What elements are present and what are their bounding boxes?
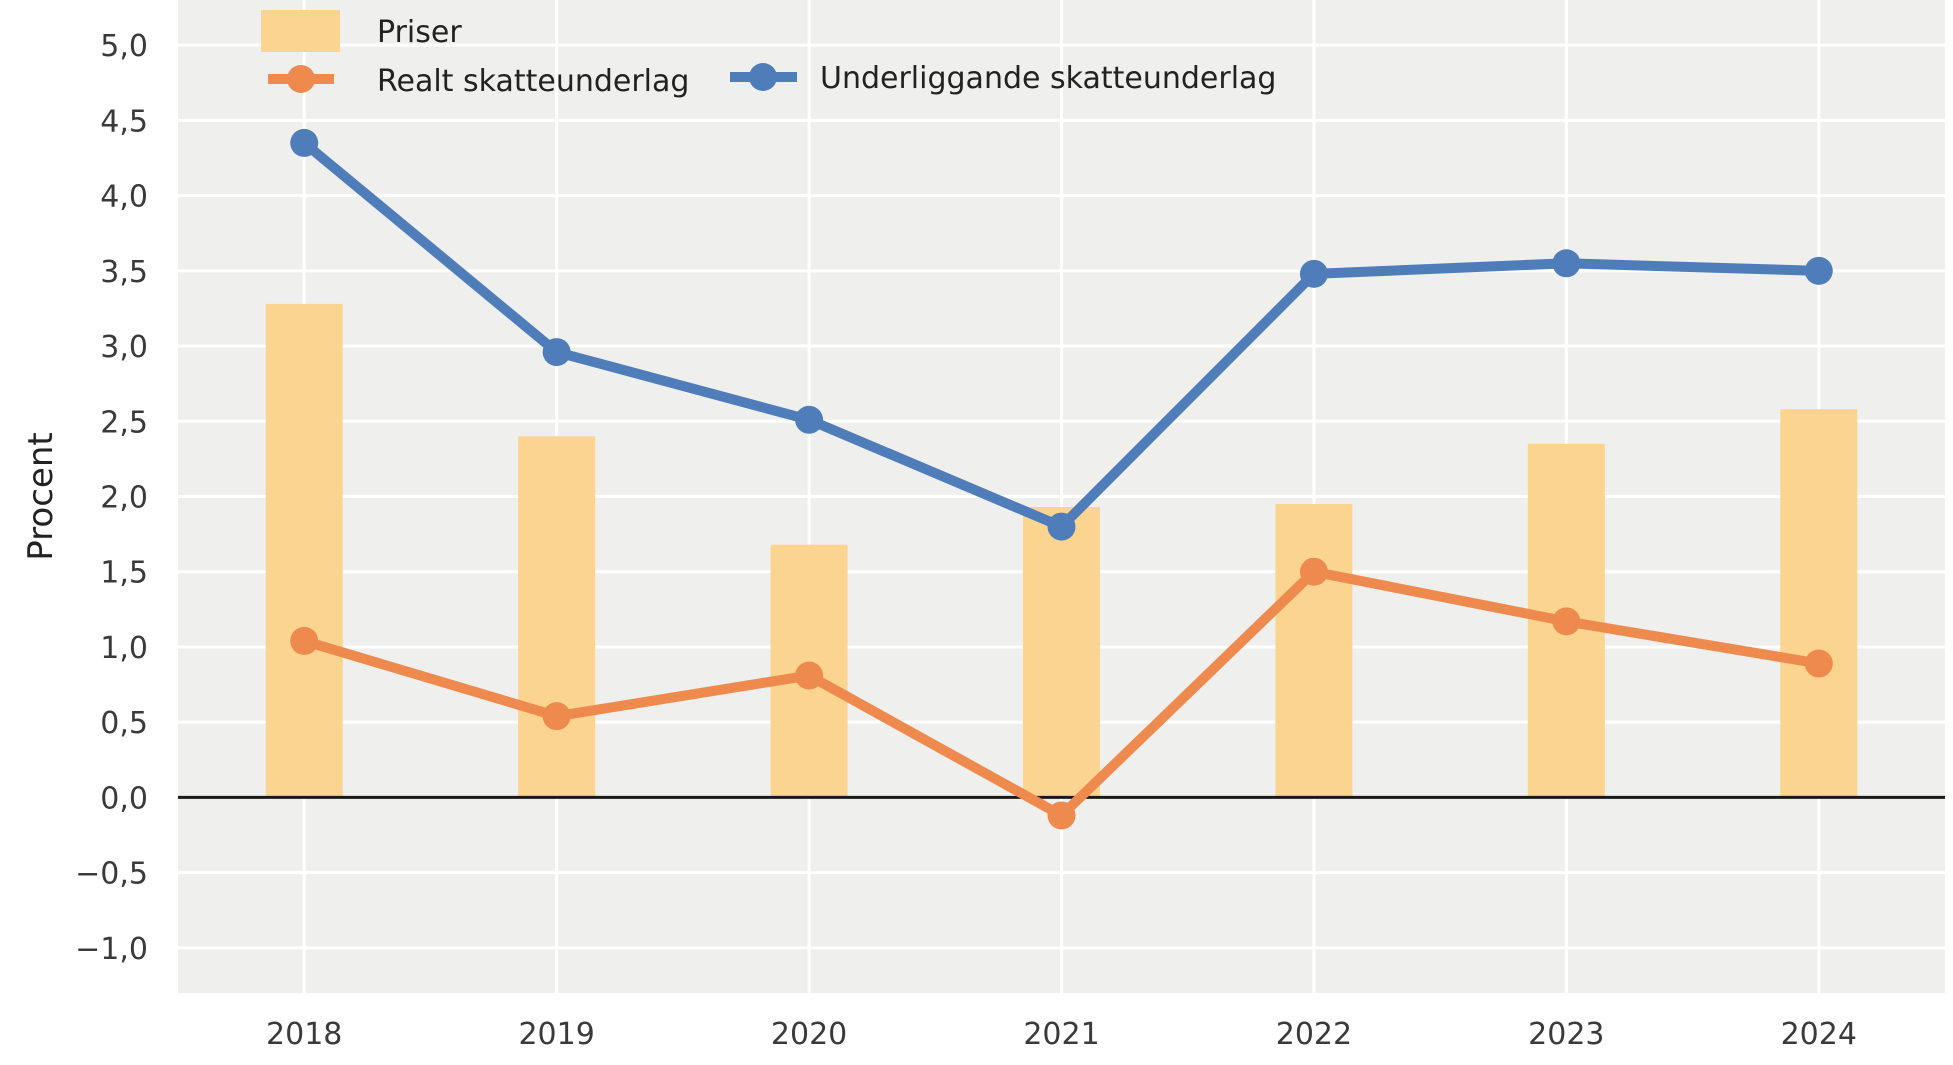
legend-marker [287, 65, 315, 93]
point-2019 [542, 702, 571, 731]
point-2020 [795, 661, 824, 690]
point-2018 [290, 128, 319, 157]
y-tick-label: 0,0 [100, 781, 148, 816]
y-tick-label: 5,0 [100, 29, 148, 64]
legend-item-realt: Realt skatteunderlag [268, 64, 689, 99]
y-tick-label: 1,0 [100, 631, 148, 666]
legend-item-priser: Priser [261, 10, 462, 52]
y-tick-label: −1,0 [75, 932, 148, 967]
y-tick-label: 2,5 [100, 405, 148, 440]
bar-2019 [518, 436, 596, 798]
bar-series [265, 303, 1858, 798]
legend-marker [749, 63, 777, 91]
legend-label: Realt skatteunderlag [377, 64, 689, 99]
bar-2018 [265, 303, 343, 798]
bar-2022 [1275, 504, 1353, 798]
series-1 [290, 557, 1833, 830]
x-tick-label: 2021 [1023, 1017, 1099, 1052]
y-axis-ticks: 5,0 4,5 4,0 3,5 3,0 2,5 2,0 1,5 1,0 0,5 0,0 −0,5 −1,… [75, 29, 148, 967]
point-2022 [1299, 259, 1328, 288]
x-tick-label: 2023 [1528, 1017, 1604, 1052]
x-tick-label: 2022 [1276, 1017, 1352, 1052]
x-tick-label: 2020 [771, 1017, 847, 1052]
y-tick-label: −0,5 [75, 857, 148, 892]
point-2018 [290, 626, 319, 655]
point-2021 [1047, 512, 1076, 541]
y-axis-title: Procent [21, 432, 61, 560]
x-tick-label: 2018 [266, 1017, 342, 1052]
y-tick-label: 0,5 [100, 706, 148, 741]
point-2024 [1804, 649, 1833, 678]
x-tick-label: 2024 [1781, 1017, 1857, 1052]
legend-item-underliggande: Underliggande skatteunderlag [730, 61, 1276, 96]
legend-swatch [261, 10, 340, 52]
legend-label: Priser [377, 15, 462, 50]
bar-2024 [1780, 409, 1858, 798]
point-2024 [1804, 256, 1833, 285]
point-2019 [542, 338, 571, 367]
y-tick-label: 1,5 [100, 556, 148, 591]
bar-2021 [1023, 507, 1100, 798]
point-2020 [795, 405, 824, 434]
point-2021 [1047, 801, 1076, 830]
legend: Priser Realt skatteunderlag Underliggande … [261, 10, 1276, 99]
y-tick-label: 4,5 [100, 104, 148, 139]
point-2023 [1552, 607, 1581, 636]
point-2022 [1299, 557, 1328, 586]
y-tick-label: 3,0 [100, 330, 148, 365]
series-2 [290, 128, 1833, 541]
y-tick-label: 4,0 [100, 180, 148, 215]
x-tick-label: 2019 [518, 1017, 594, 1052]
point-2023 [1552, 249, 1581, 278]
legend-label: Underliggande skatteunderlag [820, 61, 1276, 96]
y-tick-label: 2,0 [100, 481, 148, 516]
x-axis-ticks: 2018 2019 2020 2021 2022 2023 2024 [266, 1017, 1857, 1052]
line-series [290, 128, 1833, 830]
y-tick-label: 3,5 [100, 255, 148, 290]
